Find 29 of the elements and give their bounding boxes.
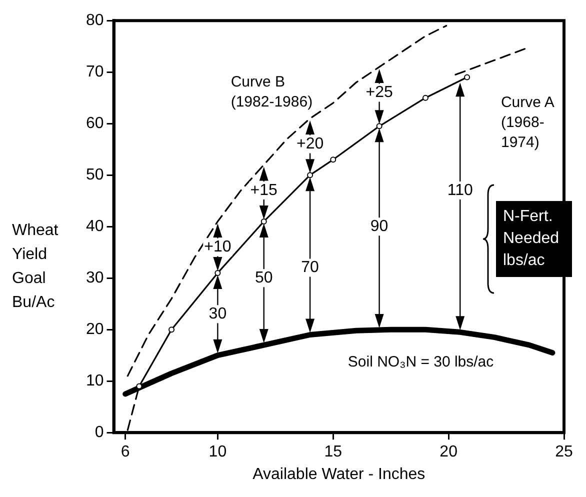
x-tick-label: 25 (555, 444, 573, 461)
x-tick-label: 15 (324, 444, 342, 461)
annotation: 90 (370, 218, 388, 236)
series-label: Curve B (1982-1986) (230, 74, 313, 111)
x-axis-title: Available Water - Inches (252, 466, 426, 483)
annotation: 50 (254, 270, 273, 287)
series-label: Soil NO₃N = 30 lbs/ac (348, 354, 494, 371)
annotation: 110 (447, 182, 473, 199)
annotation: +15 (250, 182, 278, 199)
annotation: 70 (301, 259, 320, 276)
y-tick-label: 70 (86, 64, 104, 81)
y-tick-label: 60 (86, 115, 104, 132)
y-tick-label: 80 (86, 12, 104, 30)
y-tick-label: 30 (86, 270, 104, 287)
annotation: +25 (366, 84, 393, 102)
annotation: +20 (296, 136, 324, 153)
x-tick-label: 10 (208, 444, 227, 461)
annotation: N-Fert. Needed lbs/ac (496, 201, 572, 277)
x-tick-label: 6 (120, 444, 130, 461)
y-tick-label: 50 (86, 166, 104, 184)
text: Curve A (1968-1974) (500, 94, 554, 152)
y-tick-label: 40 (86, 218, 104, 236)
y-tick-label: 0 (94, 424, 104, 442)
annotation: 30 (208, 306, 227, 323)
x-tick-label: 20 (440, 444, 458, 461)
y-axis-title: Wheat Yield Goal Bu/Ac (12, 222, 59, 312)
annotation: +10 (204, 238, 232, 256)
y-tick-label: 20 (86, 321, 104, 338)
y-tick-label: 10 (86, 372, 104, 390)
